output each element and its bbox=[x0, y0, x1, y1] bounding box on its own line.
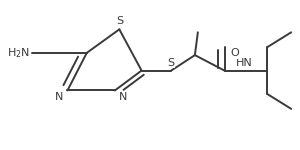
Text: S: S bbox=[168, 58, 175, 68]
Text: N: N bbox=[119, 92, 128, 102]
Text: O: O bbox=[230, 48, 239, 58]
Text: N: N bbox=[55, 92, 63, 102]
Text: S: S bbox=[116, 16, 123, 26]
Text: H$_2$N: H$_2$N bbox=[8, 46, 30, 60]
Text: HN: HN bbox=[236, 58, 252, 68]
